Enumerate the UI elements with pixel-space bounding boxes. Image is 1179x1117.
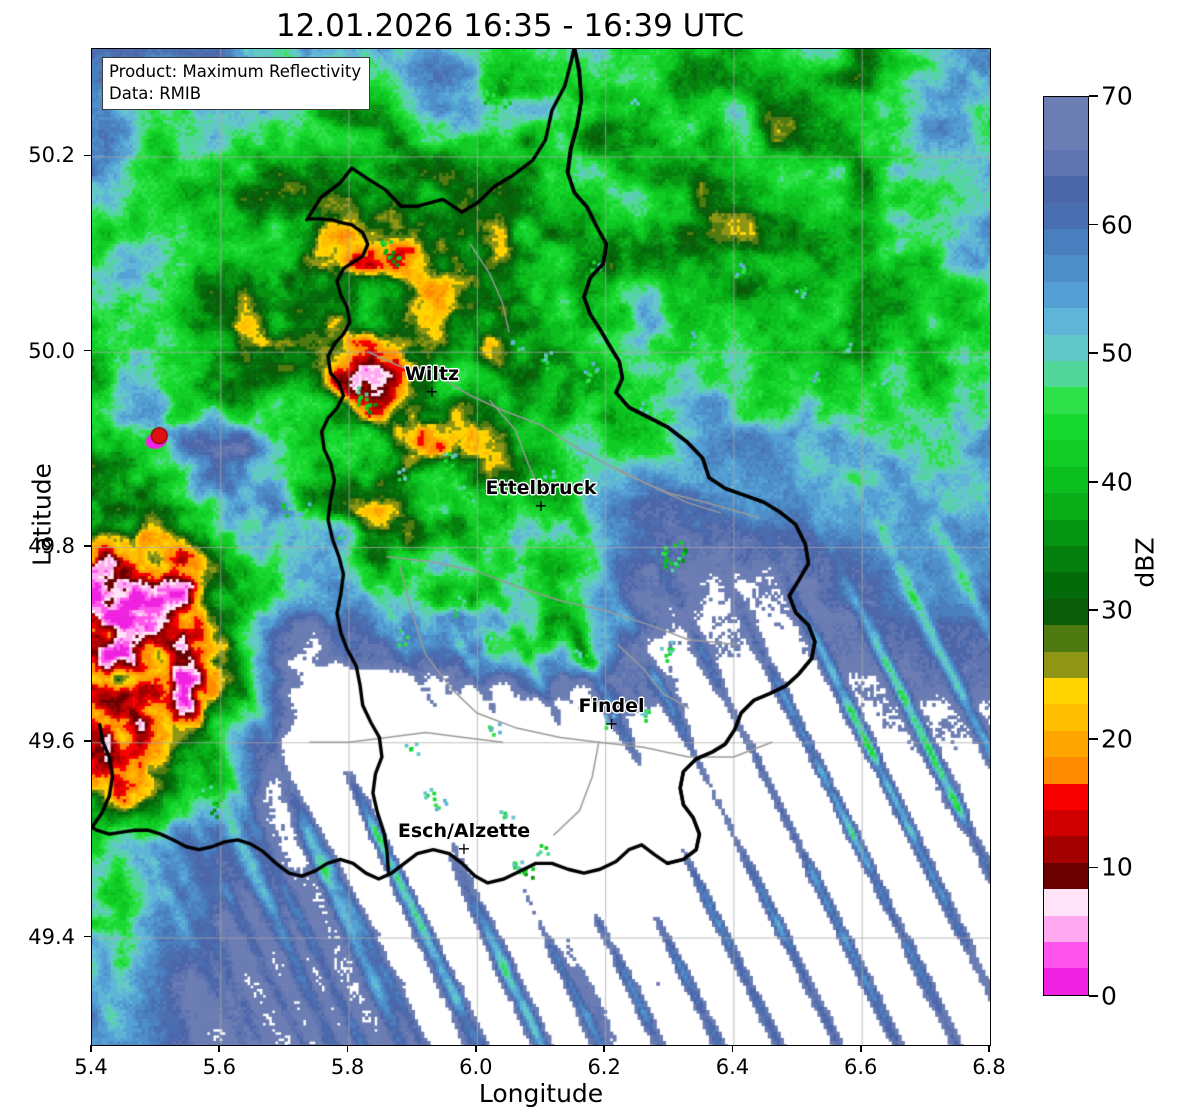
colorbar-band [1044,97,1088,124]
colorbar-band [1044,757,1088,784]
x-tick-label: 6.0 [459,1055,493,1079]
y-tick-mark [84,545,91,547]
colorbar-band [1044,123,1088,150]
x-tick-label: 6.2 [587,1055,621,1079]
colorbar-tick-mark [1089,738,1098,740]
x-axis-label: Longitude [478,1079,604,1108]
colorbar-tick-label: 0 [1101,981,1117,1011]
city-cross-icon: + [534,496,548,516]
y-tick-mark [84,349,91,352]
colorbar-tick-mark [1089,352,1098,354]
colorbar-band [1044,545,1088,573]
colorbar-band [1044,281,1088,309]
colorbar-band [1044,625,1088,652]
x-tick-mark [859,1045,862,1052]
colorbar-band [1044,519,1088,546]
figure-title: 12.01.2026 16:35 - 16:39 UTC [275,8,745,44]
colorbar-band [1044,862,1088,890]
y-tick-mark [84,935,91,938]
colorbar-band [1044,889,1088,916]
city-cross-icon: + [457,838,471,858]
product-line: Product: Maximum Reflectivity [109,62,362,81]
x-tick-mark [475,1045,477,1052]
colorbar-band [1044,176,1088,203]
y-tick-label: 50.2 [28,143,75,168]
city-marker-wiltz: Wiltz + [404,362,460,401]
colorbar-tick-mark [1089,95,1098,97]
colorbar-tick-mark [1089,223,1098,226]
x-tick-label: 5.8 [330,1055,365,1079]
city-label: Wiltz [404,362,460,385]
x-tick-label: 6.6 [844,1055,878,1079]
data-source-line: Data: RMIB [109,83,202,103]
colorbar-tick-mark [1089,995,1098,997]
city-marker-findel: Findel + [578,694,645,733]
x-tick-mark [988,1045,990,1052]
colorbar-tick-label: 30 [1101,595,1133,625]
x-tick-mark [731,1045,734,1052]
product-info-box: Product: Maximum Reflectivity Data: RMIB [102,57,371,110]
colorbar-tick-label: 50 [1101,338,1133,368]
x-tick-label: 6.4 [715,1055,750,1079]
colorbar-band [1044,308,1088,335]
x-tick-label: 5.4 [74,1055,108,1079]
colorbar-band [1044,968,1088,995]
colorbar-tick-label: 70 [1101,81,1133,111]
colorbar-title: dBZ [1130,537,1160,588]
colorbar-band [1044,572,1088,599]
city-cross-icon: + [604,713,619,733]
colorbar-band [1044,229,1088,256]
colorbar-band [1044,836,1088,863]
colorbar-band [1044,809,1088,837]
colorbar-band [1044,730,1088,758]
city-cross-icon: + [425,381,439,401]
colorbar-band [1044,677,1088,705]
colorbar-band [1044,651,1088,678]
x-tick-label: 5.6 [202,1055,236,1079]
x-tick-mark [603,1045,605,1052]
colorbar-band [1044,783,1088,810]
y-tick-label: 49.6 [28,729,75,754]
colorbar-band [1044,942,1088,969]
colorbar-tick-mark [1089,866,1098,869]
city-marker-esch-alzette: Esch/Alzette + [397,819,531,858]
city-marker-ettelbruck: Ettelbruck + [485,477,597,516]
colorbar-tick-label: 40 [1101,467,1133,497]
map-plot-area[interactable]: Product: Maximum Reflectivity Data: RMIB… [91,48,991,1046]
colorbar-band [1044,334,1088,362]
x-tick-label: 6.8 [972,1055,1006,1079]
radar-reflectivity-canvas [92,49,990,1045]
colorbar-band [1044,466,1088,494]
colorbar-band [1044,149,1088,177]
colorbar-band [1044,440,1088,467]
colorbar-band [1044,493,1088,520]
colorbar-band [1044,387,1088,414]
x-tick-mark [90,1045,92,1052]
colorbar-band [1044,598,1088,626]
city-label: Esch/Alzette [397,819,531,842]
colorbar-tick-mark [1089,609,1098,612]
city-label: Findel [578,694,645,717]
colorbar-band [1044,915,1088,942]
x-tick-mark [346,1045,349,1052]
colorbar-band [1044,704,1088,731]
colorbar-band [1044,255,1088,282]
colorbar-band [1044,202,1088,230]
colorbar-tick-label: 20 [1101,724,1133,754]
city-label: Ettelbruck [485,477,597,500]
y-tick-mark [84,154,91,157]
colorbar [1043,96,1089,996]
colorbar-band [1044,361,1088,388]
colorbar-tick-mark [1089,480,1098,483]
colorbar-tick-label: 60 [1101,210,1133,240]
y-axis-label: Latitude [27,463,57,566]
x-tick-mark [218,1045,221,1052]
y-tick-label: 49.4 [28,924,75,949]
colorbar-tick-label: 10 [1101,852,1133,882]
y-tick-mark [84,740,91,743]
y-tick-label: 49.8 [28,534,75,558]
y-tick-label: 50.0 [28,338,75,363]
colorbar-band [1044,413,1088,441]
